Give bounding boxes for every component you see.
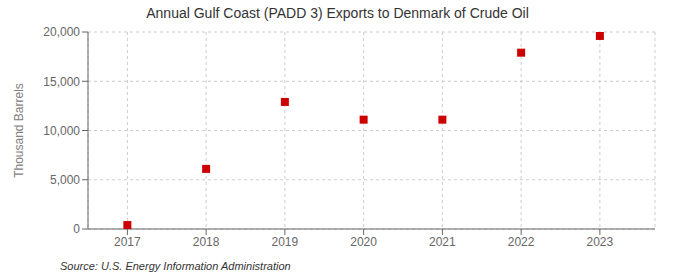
svg-text:2023: 2023 [587,235,614,249]
html-text:Annual Gulf Coast (PADD 3) Exp: Annual Gulf Coast (PADD 3) Exports to De… [146,5,529,21]
svg-text:10,000: 10,000 [43,124,80,138]
svg-text:2017: 2017 [114,235,141,249]
svg-text:Thousand Barrels: Thousand Barrels [12,83,26,178]
svg-text:5,000: 5,000 [50,173,80,187]
svg-text:2020: 2020 [350,235,377,249]
svg-text:15,000: 15,000 [43,75,80,89]
svg-text:0: 0 [73,222,80,236]
svg-text:2019: 2019 [272,235,299,249]
svg-text:2022: 2022 [508,235,535,249]
svg-text:2021: 2021 [429,235,456,249]
svg-text:20,000: 20,000 [43,26,80,39]
svg-text:2018: 2018 [193,235,220,249]
html-text:Source: U.S. Energy Informatio: Source: U.S. Energy Information Administ… [60,260,291,272]
